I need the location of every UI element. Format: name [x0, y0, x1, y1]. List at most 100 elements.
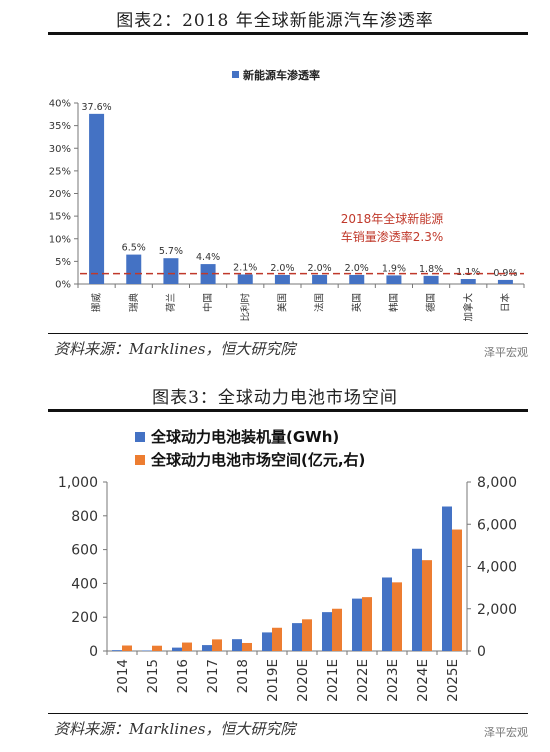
chart1-ytick-label: 40% — [49, 99, 71, 110]
chart1-value-label: 2.0% — [270, 263, 294, 274]
chart1-bottom-rule — [48, 333, 528, 334]
chart2-left-tick-label: 400 — [71, 576, 98, 592]
chart2-title: 图表3：全球动力电池市场空间 — [152, 388, 398, 408]
chart1-watermark: 泽平宏观 — [484, 346, 528, 359]
chart1-bar — [89, 113, 105, 284]
chart2-bar-market — [212, 639, 222, 651]
chart1-ytick-label: 30% — [49, 144, 71, 155]
chart1-category-label: 日本 — [499, 293, 511, 313]
chart1-bar — [200, 264, 216, 284]
chart2-left-tick-label: 600 — [71, 543, 98, 559]
chart1-bar — [386, 275, 402, 284]
chart2-bar-market — [272, 627, 282, 651]
chart1-category-label: 中国 — [202, 293, 214, 312]
chart1-value-label: 1.9% — [382, 263, 406, 274]
chart1-value-label: 2.0% — [308, 263, 332, 274]
chart2-bar-market — [242, 642, 252, 651]
chart2-bar-capacity — [322, 612, 332, 651]
chart1-bar — [460, 279, 476, 284]
chart1-bar — [423, 275, 439, 284]
chart2-bar-market — [152, 645, 162, 651]
chart1-bar — [163, 258, 179, 284]
chart2-category-label: 2019E — [265, 659, 281, 702]
chart2-bar-capacity — [352, 598, 362, 651]
chart2-right-tick-label: 2,000 — [477, 602, 517, 618]
chart2-bar-market — [422, 560, 432, 651]
chart2-right-tick-label: 6,000 — [477, 517, 517, 533]
chart1-value-label: 2.0% — [345, 263, 369, 274]
chart1-ytick-label: 15% — [49, 212, 71, 223]
chart2-category-label: 2014 — [115, 659, 131, 693]
chart2-legend-swatch-capacity — [135, 432, 145, 442]
chart2-category-label: 2015 — [145, 659, 161, 693]
chart2-category-label: 2022E — [355, 659, 371, 702]
chart1-bar — [126, 254, 142, 284]
chart1-category-label: 加拿大 — [462, 293, 474, 322]
chart1-ytick-label: 0% — [55, 280, 71, 291]
chart2-category-label: 2016 — [175, 659, 191, 693]
chart1-category-label: 美国 — [276, 293, 288, 312]
chart1-title: 图表2：2018 年全球新能源汽车渗透率 — [116, 11, 434, 31]
chart1-source: 资料来源：Marklines，恒大研究院 — [54, 340, 296, 358]
chart1-value-label: 4.4% — [196, 252, 220, 263]
chart2-bar-capacity — [232, 639, 242, 651]
chart2-bar-capacity — [292, 623, 302, 651]
chart2-bar-capacity — [442, 506, 452, 651]
chart2-bar-market — [122, 645, 132, 651]
chart2-bar-market — [452, 529, 462, 651]
chart1-category-label: 荷兰 — [165, 293, 177, 312]
chart1-value-label: 1.1% — [456, 267, 480, 278]
chart2-left-tick-label: 0 — [89, 644, 98, 660]
chart2-category-label: 2017 — [205, 659, 221, 693]
chart1-ytick-label: 10% — [49, 234, 71, 245]
chart2-source: 资料来源：Marklines，恒大研究院 — [54, 720, 296, 738]
chart2-right-tick-label: 4,000 — [477, 560, 517, 576]
chart2-legend-label-capacity: 全球动力电池装机量(GWh) — [150, 428, 339, 446]
chart2-bar-market — [332, 608, 342, 651]
chart1-legend-swatch — [232, 71, 239, 78]
chart1-ytick-label: 25% — [49, 166, 71, 177]
chart1-value-label: 1.8% — [419, 264, 443, 275]
chart2-bar-capacity — [382, 577, 392, 651]
chart1-category-label: 比利时 — [239, 293, 251, 322]
chart2-right-tick-label: 0 — [477, 644, 486, 660]
chart1-value-label: 37.6% — [81, 102, 111, 113]
chart1-category-label: 德国 — [425, 293, 437, 312]
chart2-bar-capacity — [202, 645, 212, 651]
chart1-bar — [237, 274, 253, 284]
chart1-bar — [312, 274, 328, 284]
chart2-category-label: 2020E — [295, 659, 311, 702]
chart2-bar-market — [362, 597, 372, 651]
chart1-annotation-line2: 车销量渗透率2.3% — [341, 229, 444, 244]
chart1-value-label: 0.9% — [493, 268, 517, 279]
chart2-left-tick-label: 1,000 — [58, 475, 98, 491]
chart2-top-rule — [48, 409, 528, 412]
chart1-bar — [349, 274, 365, 284]
chart2-category-label: 2024E — [415, 659, 431, 702]
chart1-ytick-label: 5% — [55, 257, 71, 268]
chart1-svg: 新能源车渗透率 0% 5% 10% 15% 20% 25% 30% 35% 40% 37.6% 挪威 6… — [49, 68, 525, 322]
chart1-category-label: 法国 — [314, 293, 326, 312]
chart1-annotation-line1: 2018年全球新能源 — [341, 211, 444, 226]
chart2-bar-market — [302, 619, 312, 651]
chart1-value-label: 5.7% — [159, 246, 183, 257]
chart2-legend-label-market: 全球动力电池市场空间(亿元,右) — [150, 451, 365, 469]
chart1-category-label: 挪威 — [91, 293, 103, 313]
chart2-bar-capacity — [262, 632, 272, 651]
chart2-bar-market — [392, 582, 402, 651]
chart2-bar-capacity — [412, 548, 422, 651]
chart2-category-label: 2018 — [235, 659, 251, 693]
chart1-ytick-label: 20% — [49, 189, 71, 200]
chart2-category-label: 2025E — [445, 659, 461, 702]
chart2-left-tick-label: 200 — [71, 610, 98, 626]
chart1-category-label: 瑞典 — [128, 293, 140, 313]
chart2-left-tick-label: 800 — [71, 509, 98, 525]
chart2-category-label: 2021E — [325, 659, 341, 702]
chart1-legend-label: 新能源车渗透率 — [243, 68, 320, 82]
chart2-category-label: 2023E — [385, 659, 401, 702]
chart1-bar — [497, 279, 513, 284]
chart1-ytick-label: 35% — [49, 121, 71, 132]
chart1-category-label: 韩国 — [388, 293, 400, 312]
chart2-bar-capacity — [112, 650, 122, 651]
chart1-top-rule — [48, 32, 528, 35]
